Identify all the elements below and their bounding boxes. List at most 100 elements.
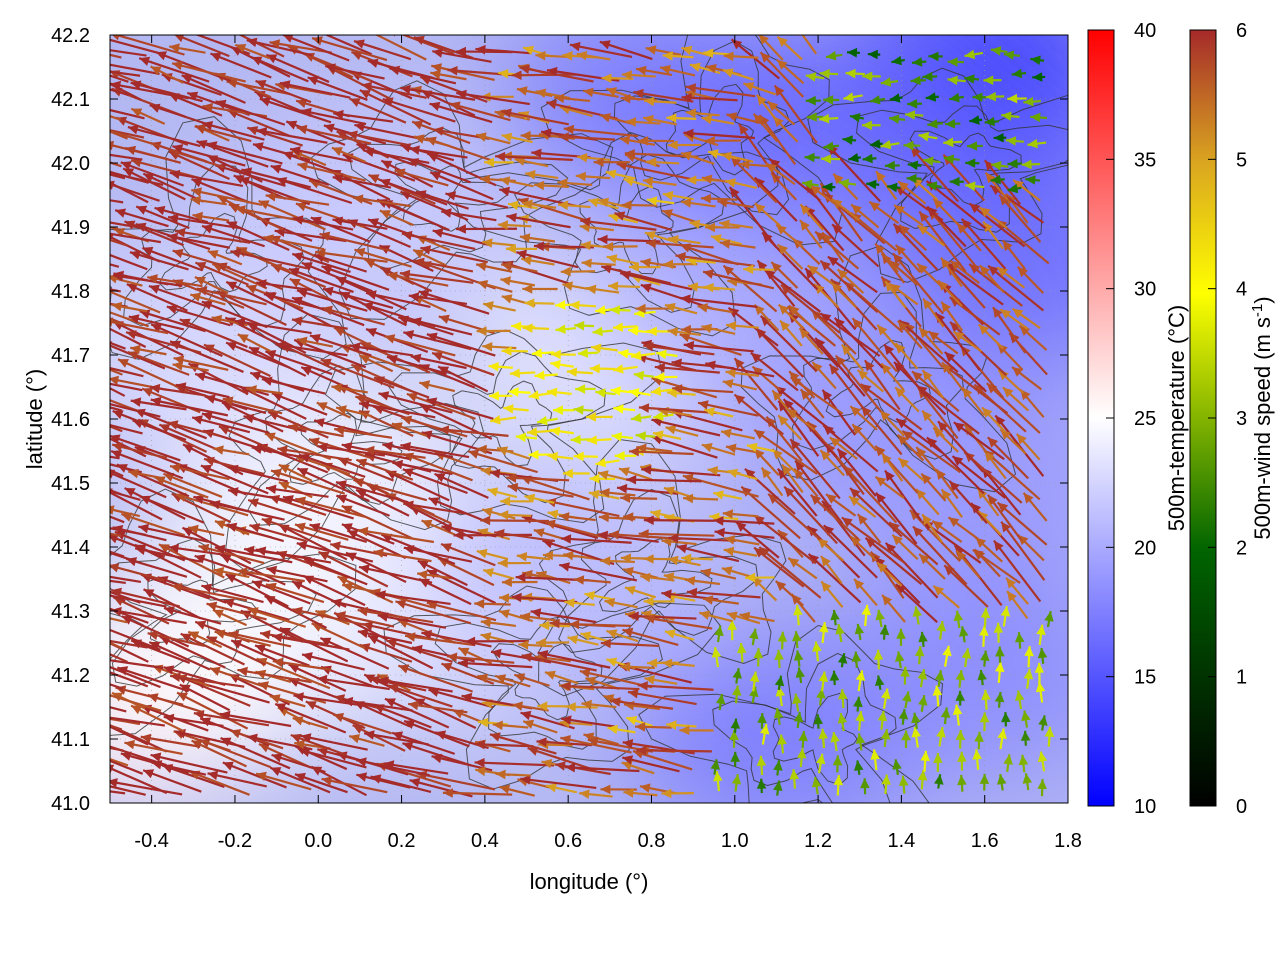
wind-vector-head-1336 <box>99 168 110 177</box>
wind-vector-shaft-475 <box>358 565 433 584</box>
wind-vector-head-1206 <box>263 234 274 244</box>
wind-vector-shaft-607 <box>247 498 313 522</box>
wind-vector-1098 <box>892 252 944 315</box>
wind-vector-head-169 <box>757 713 767 724</box>
wind-vector-976 <box>296 336 334 348</box>
wind-vector-head-1364 <box>701 174 713 184</box>
wind-vector-shaft-1012 <box>110 317 127 327</box>
wind-vector-head-1262 <box>497 220 508 230</box>
wind-vector-1305 <box>415 190 469 210</box>
wind-vector-112 <box>474 739 534 750</box>
wind-vector-1240 <box>968 202 1026 248</box>
wind-vector-73 <box>622 755 680 773</box>
wind-vector-shaft-424 <box>265 583 325 604</box>
wind-vector-shaft-459 <box>993 539 1042 603</box>
wind-vector-head-1253 <box>292 215 304 225</box>
wind-vector-head-1332 <box>984 160 995 171</box>
wind-vector-1034 <box>555 324 577 334</box>
wind-vector-1527 <box>255 79 312 104</box>
wind-vector-head-861 <box>772 390 783 402</box>
wind-vector-88 <box>972 749 982 770</box>
wind-vector-shaft-927 <box>203 343 272 378</box>
wind-vector-shaft-591 <box>875 492 918 545</box>
wind-vector-head-780 <box>1000 429 1011 440</box>
wind-vector-549 <box>974 536 1004 563</box>
wind-vector-head-247 <box>398 664 410 674</box>
wind-vector-head-1042 <box>701 323 713 334</box>
wind-vector-940 <box>509 368 536 378</box>
wind-vector-shaft-1346 <box>297 163 366 182</box>
wind-vector-head-1123 <box>477 280 489 290</box>
wind-vector-587 <box>783 485 838 545</box>
wind-vector-560 <box>226 522 284 543</box>
contour-7-1 <box>558 488 759 654</box>
wind-vector-head-568 <box>421 519 433 529</box>
wind-vector-shaft-811 <box>651 418 721 437</box>
wind-vector-643 <box>1022 492 1048 522</box>
wind-vector-1491 <box>449 101 511 122</box>
wind-vector-shaft-1482 <box>259 97 332 124</box>
wind-vector-shaft-978 <box>309 334 372 357</box>
wind-vector-head-532 <box>620 553 631 563</box>
wind-vector-1007 <box>927 330 959 355</box>
wind-vector-775 <box>896 434 925 462</box>
wind-vector-shaft-1522 <box>130 81 203 103</box>
wind-vector-head-181 <box>1001 712 1011 723</box>
wind-vector-582 <box>668 533 736 544</box>
wind-vector-shaft-666 <box>507 485 574 498</box>
wind-vector-head-860 <box>734 358 745 369</box>
wind-vector-shaft-744 <box>218 425 286 457</box>
wind-vector-head-336 <box>357 628 369 639</box>
wind-vector-head-146 <box>220 710 231 721</box>
wind-vector-485 <box>559 562 638 582</box>
wind-vector-shaft-202 <box>428 688 494 709</box>
wind-vector-head-1608 <box>1011 68 1023 79</box>
wind-vector-513 <box>198 543 265 565</box>
wind-vector-731 <box>901 429 961 474</box>
wind-vector-head-1504 <box>757 94 767 106</box>
wind-vector-head-196 <box>293 692 304 702</box>
wind-vector-1545 <box>644 96 677 107</box>
wind-vector-984 <box>426 332 496 357</box>
wind-vector-941 <box>534 370 558 381</box>
wind-vector-head-508 <box>110 534 119 544</box>
wind-vector-head-661 <box>402 468 414 478</box>
wind-vector-head-1290 <box>110 180 115 190</box>
wind-vector-1571 <box>210 52 272 79</box>
wind-vector-head-1188 <box>875 243 886 255</box>
wind-vector-head-373 <box>164 606 175 616</box>
wind-vector-1377 <box>990 174 1005 185</box>
wind-vector-head-1550 <box>743 82 755 92</box>
wind-vector-head-929 <box>249 347 260 356</box>
wind-vector-shaft-514 <box>214 546 293 564</box>
wind-vector-head-1033 <box>522 323 533 333</box>
wind-vector-221 <box>881 688 891 709</box>
wind-vector-head-1403 <box>531 148 542 159</box>
wind-vector-1260 <box>441 208 497 222</box>
wind-vector-1241 <box>998 194 1042 243</box>
wind-vector-42 <box>979 773 990 791</box>
wind-vector-1125 <box>522 284 558 294</box>
wind-vector-head-602 <box>139 495 151 505</box>
wind-vector-901 <box>650 386 677 396</box>
wind-vector-head-261 <box>749 671 760 683</box>
contour-8-2 <box>110 488 357 736</box>
wind-vector-shaft-782 <box>110 425 123 433</box>
wind-vector-shaft-984 <box>426 333 496 357</box>
wind-vector-1095 <box>819 259 879 314</box>
wind-vector-shaft-1473 <box>110 108 145 120</box>
wind-vector-400 <box>739 611 775 623</box>
wind-vector-shaft-1529 <box>279 81 351 99</box>
wind-vector-897 <box>575 384 596 394</box>
wind-vector-175 <box>877 710 888 730</box>
wind-vector-356 <box>819 622 829 644</box>
wind-vector-606 <box>209 500 285 521</box>
wind-vector-head-1296 <box>233 175 245 184</box>
wind-vector-head-1551 <box>760 52 771 63</box>
wind-vector-head-583 <box>724 535 736 545</box>
wind-vector-122 <box>729 730 739 748</box>
wind-vector-head-1456 <box>704 136 715 146</box>
wind-vector-head-440 <box>624 585 636 595</box>
wind-vector-head-617 <box>482 507 493 517</box>
wind-vector-1511 <box>904 110 924 120</box>
